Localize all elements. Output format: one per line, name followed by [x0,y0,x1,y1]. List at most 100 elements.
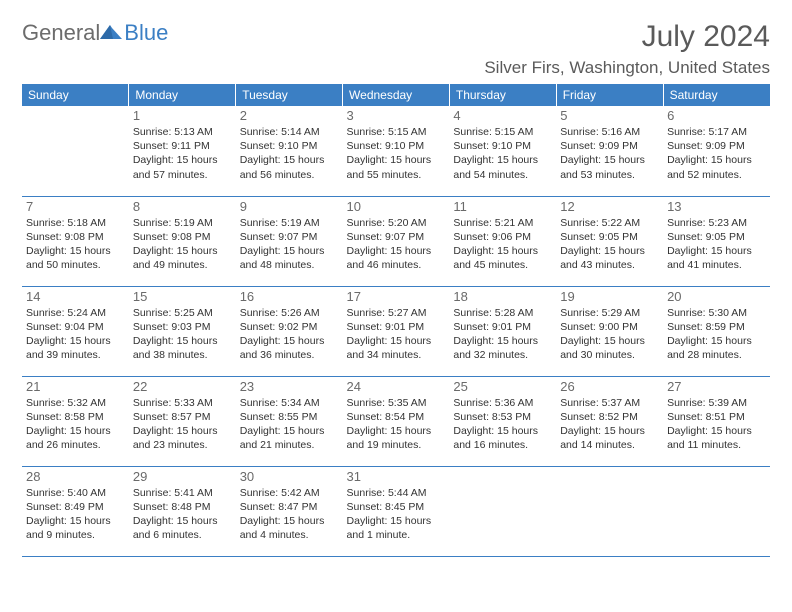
title-block: July 2024 Silver Firs, Washington, Unite… [484,20,770,78]
calendar-cell: 26Sunrise: 5:37 AMSunset: 8:52 PMDayligh… [556,376,663,466]
day-number: 16 [240,289,339,304]
cell-line-d1: Daylight: 15 hours [667,153,766,167]
cell-line-d1: Daylight: 15 hours [26,244,125,258]
calendar-cell [449,466,556,556]
calendar-cell: 20Sunrise: 5:30 AMSunset: 8:59 PMDayligh… [663,286,770,376]
calendar-cell: 17Sunrise: 5:27 AMSunset: 9:01 PMDayligh… [343,286,450,376]
cell-line-sr: Sunrise: 5:30 AM [667,306,766,320]
cell-line-sr: Sunrise: 5:33 AM [133,396,232,410]
cell-line-ss: Sunset: 8:49 PM [26,500,125,514]
calendar-cell [556,466,663,556]
cell-line-d1: Daylight: 15 hours [560,424,659,438]
cell-line-ss: Sunset: 9:07 PM [347,230,446,244]
cell-line-ss: Sunset: 9:09 PM [667,139,766,153]
cell-line-sr: Sunrise: 5:15 AM [347,125,446,139]
cell-line-ss: Sunset: 8:57 PM [133,410,232,424]
location: Silver Firs, Washington, United States [484,58,770,78]
calendar-cell: 16Sunrise: 5:26 AMSunset: 9:02 PMDayligh… [236,286,343,376]
day-number: 30 [240,469,339,484]
calendar-cell [22,106,129,196]
calendar-cell [663,466,770,556]
cell-line-sr: Sunrise: 5:15 AM [453,125,552,139]
cell-line-sr: Sunrise: 5:40 AM [26,486,125,500]
day-number: 27 [667,379,766,394]
calendar-cell: 3Sunrise: 5:15 AMSunset: 9:10 PMDaylight… [343,106,450,196]
cell-line-d1: Daylight: 15 hours [347,514,446,528]
day-number: 6 [667,108,766,123]
calendar-cell: 13Sunrise: 5:23 AMSunset: 9:05 PMDayligh… [663,196,770,286]
day-number: 22 [133,379,232,394]
day-number: 18 [453,289,552,304]
weekday-header: Monday [129,84,236,106]
cell-line-d1: Daylight: 15 hours [347,153,446,167]
cell-line-d2: and 53 minutes. [560,168,659,182]
cell-line-d2: and 43 minutes. [560,258,659,272]
cell-line-ss: Sunset: 9:09 PM [560,139,659,153]
cell-line-d2: and 14 minutes. [560,438,659,452]
cell-line-sr: Sunrise: 5:26 AM [240,306,339,320]
cell-line-d2: and 1 minute. [347,528,446,542]
cell-line-d2: and 38 minutes. [133,348,232,362]
cell-line-d2: and 4 minutes. [240,528,339,542]
cell-line-ss: Sunset: 9:08 PM [133,230,232,244]
calendar-cell: 8Sunrise: 5:19 AMSunset: 9:08 PMDaylight… [129,196,236,286]
cell-line-ss: Sunset: 9:01 PM [347,320,446,334]
calendar-cell: 7Sunrise: 5:18 AMSunset: 9:08 PMDaylight… [22,196,129,286]
cell-line-d1: Daylight: 15 hours [667,244,766,258]
logo-text-general: General [22,20,100,46]
cell-line-d1: Daylight: 15 hours [240,244,339,258]
calendar-cell: 2Sunrise: 5:14 AMSunset: 9:10 PMDaylight… [236,106,343,196]
cell-line-d2: and 36 minutes. [240,348,339,362]
day-number: 24 [347,379,446,394]
header: General Blue July 2024 Silver Firs, Wash… [22,20,770,78]
day-number: 7 [26,199,125,214]
cell-line-ss: Sunset: 8:45 PM [347,500,446,514]
calendar-row: 21Sunrise: 5:32 AMSunset: 8:58 PMDayligh… [22,376,770,466]
cell-line-d1: Daylight: 15 hours [240,424,339,438]
cell-line-ss: Sunset: 9:10 PM [453,139,552,153]
cell-line-d1: Daylight: 15 hours [347,244,446,258]
calendar-cell: 10Sunrise: 5:20 AMSunset: 9:07 PMDayligh… [343,196,450,286]
weekday-header: Sunday [22,84,129,106]
cell-line-ss: Sunset: 8:58 PM [26,410,125,424]
cell-line-d1: Daylight: 15 hours [667,334,766,348]
cell-line-sr: Sunrise: 5:41 AM [133,486,232,500]
cell-line-d1: Daylight: 15 hours [26,334,125,348]
cell-line-sr: Sunrise: 5:16 AM [560,125,659,139]
cell-line-d1: Daylight: 15 hours [133,424,232,438]
cell-line-d1: Daylight: 15 hours [453,424,552,438]
calendar-row: 1Sunrise: 5:13 AMSunset: 9:11 PMDaylight… [22,106,770,196]
cell-line-ss: Sunset: 8:48 PM [133,500,232,514]
cell-line-d2: and 48 minutes. [240,258,339,272]
cell-line-sr: Sunrise: 5:19 AM [240,216,339,230]
cell-line-d1: Daylight: 15 hours [26,424,125,438]
day-number: 10 [347,199,446,214]
cell-line-ss: Sunset: 9:05 PM [667,230,766,244]
cell-line-d2: and 11 minutes. [667,438,766,452]
calendar-cell: 23Sunrise: 5:34 AMSunset: 8:55 PMDayligh… [236,376,343,466]
cell-line-d1: Daylight: 15 hours [240,514,339,528]
cell-line-d1: Daylight: 15 hours [453,244,552,258]
day-number: 8 [133,199,232,214]
cell-line-sr: Sunrise: 5:28 AM [453,306,552,320]
calendar-cell: 1Sunrise: 5:13 AMSunset: 9:11 PMDaylight… [129,106,236,196]
cell-line-sr: Sunrise: 5:23 AM [667,216,766,230]
cell-line-sr: Sunrise: 5:27 AM [347,306,446,320]
calendar-cell: 15Sunrise: 5:25 AMSunset: 9:03 PMDayligh… [129,286,236,376]
cell-line-d2: and 32 minutes. [453,348,552,362]
cell-line-ss: Sunset: 8:55 PM [240,410,339,424]
cell-line-sr: Sunrise: 5:36 AM [453,396,552,410]
weekday-header: Thursday [449,84,556,106]
cell-line-d1: Daylight: 15 hours [240,334,339,348]
cell-line-sr: Sunrise: 5:44 AM [347,486,446,500]
cell-line-ss: Sunset: 8:59 PM [667,320,766,334]
cell-line-ss: Sunset: 9:01 PM [453,320,552,334]
calendar-table: Sunday Monday Tuesday Wednesday Thursday… [22,84,770,557]
day-number: 31 [347,469,446,484]
cell-line-d1: Daylight: 15 hours [667,424,766,438]
cell-line-d2: and 49 minutes. [133,258,232,272]
cell-line-d2: and 28 minutes. [667,348,766,362]
day-number: 11 [453,199,552,214]
cell-line-d1: Daylight: 15 hours [560,244,659,258]
cell-line-sr: Sunrise: 5:29 AM [560,306,659,320]
